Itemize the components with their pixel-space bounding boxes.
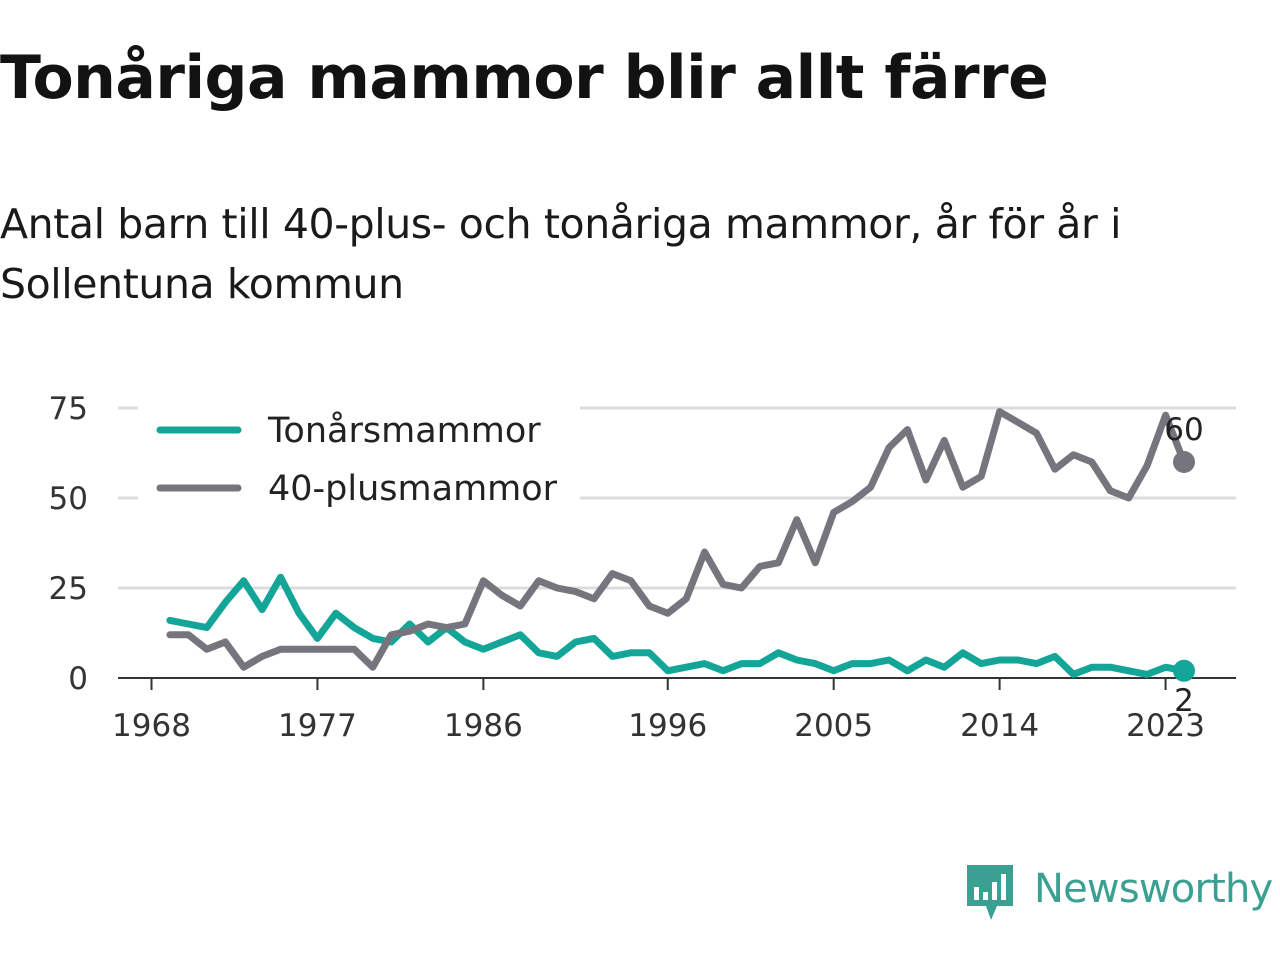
legend-label: 40-plusmammor: [268, 469, 558, 509]
newsworthy-bar-chart-icon: [967, 865, 1013, 920]
legend: Tonårsmammor 40-plusmammor: [156, 410, 558, 509]
x-tick-label: 1986: [444, 708, 523, 744]
x-tick-label: 1977: [278, 708, 357, 744]
brand-name: Newsworthy: [1034, 866, 1273, 912]
series-line-tonarsmammor: [166, 573, 1188, 678]
end-value-label: 60: [1164, 412, 1203, 448]
end-point-marker: [1173, 659, 1195, 682]
chart-title: Tonåriga mammor blir allt färre: [0, 43, 1049, 113]
y-tick-label: 0: [68, 661, 88, 697]
legend-label: Tonårsmammor: [267, 410, 541, 451]
series-line-40-plusmammor: [166, 408, 1188, 671]
end-value-label: 2: [1174, 683, 1194, 719]
series-group: 2 60: [166, 408, 1204, 719]
y-tick-label: 25: [49, 571, 88, 607]
chart-subtitle: Antal barn till 40-plus- och tonåriga ma…: [0, 200, 1122, 308]
y-tick-label: 75: [49, 391, 88, 427]
legend-background: [138, 398, 580, 518]
x-tick-label: 2014: [960, 708, 1039, 744]
x-tick-label: 1968: [112, 708, 191, 744]
x-tick-label: 1996: [628, 708, 707, 744]
x-tick-label: 2023: [1126, 708, 1205, 744]
y-tick-label: 50: [49, 481, 88, 517]
newsworthy-logo: Newsworthy: [964, 862, 1280, 928]
axes: 0 25 50 75 1968 1977 1986 1996 2005 2014 2023: [49, 391, 1236, 744]
x-tick-label: 2005: [794, 708, 873, 744]
end-point-marker: [1173, 451, 1195, 473]
